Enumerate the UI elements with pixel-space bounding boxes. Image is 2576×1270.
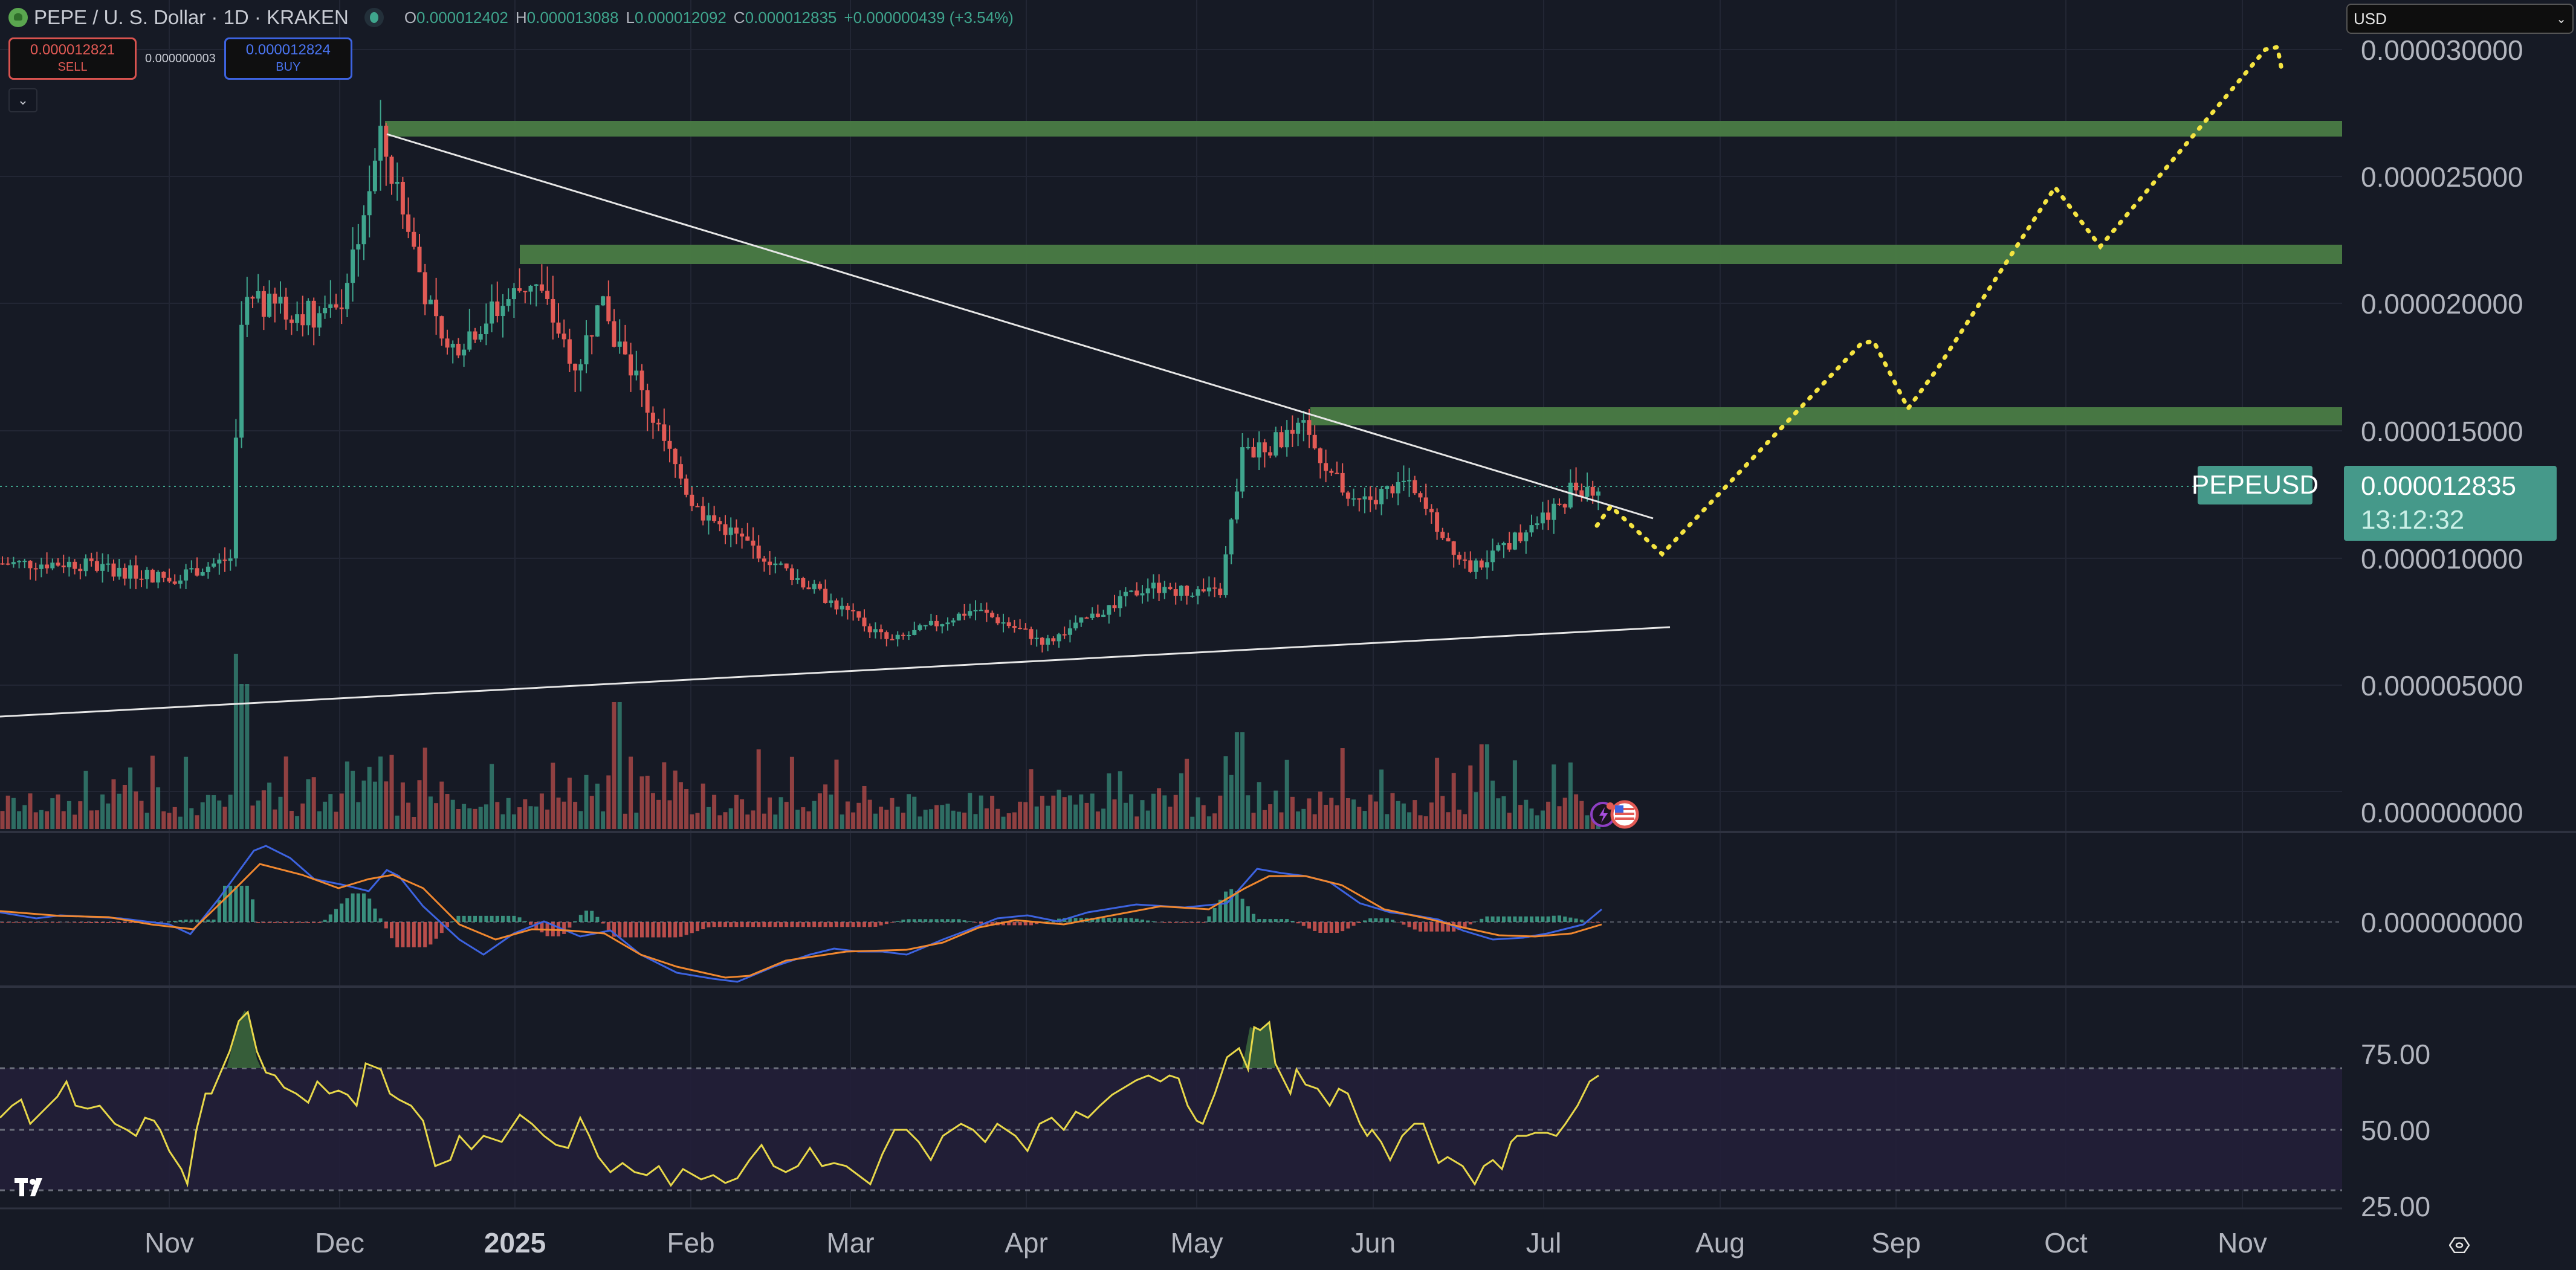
time-tick: Jun <box>1350 1227 1396 1259</box>
time-tick: May <box>1170 1227 1223 1259</box>
open-label: O <box>404 8 417 27</box>
time-tick: Feb <box>667 1227 715 1259</box>
buy-button[interactable]: 0.000012824 BUY <box>224 37 352 80</box>
zone-lower <box>1310 407 2342 425</box>
price-tick: 0.000025000 <box>2361 161 2523 193</box>
ascending-trendline[interactable] <box>0 626 1671 718</box>
price-tick: 0.000005000 <box>2361 670 2523 701</box>
high-value: 0.000013088 <box>526 8 619 27</box>
chevron-down-icon: ⌄ <box>2556 12 2566 26</box>
zone-top <box>385 121 2342 137</box>
descending-trendline[interactable] <box>386 133 1654 520</box>
buy-label: BUY <box>276 60 301 74</box>
open-value: 0.000012402 <box>416 8 508 27</box>
time-tick: Jul <box>1526 1227 1562 1259</box>
bar-countdown: 13:12:32 <box>2361 505 2465 535</box>
time-tick-year: 2025 <box>484 1227 546 1259</box>
trade-panel: 0.000012821 SELL 0.000000003 0.000012824… <box>8 37 352 80</box>
change-value: +0.000000439 (+3.54%) <box>844 8 1014 27</box>
time-tick: Nov <box>144 1227 194 1259</box>
symbol-header[interactable]: PEPE / U. S. Dollar · 1D · KRAKEN O0.000… <box>8 4 1014 31</box>
time-tick: Apr <box>1005 1227 1048 1259</box>
tradingview-logo-icon[interactable] <box>15 1178 50 1196</box>
last-price-tag: 0.000012835 13:12:32 <box>2344 466 2557 541</box>
rsi-line <box>0 1010 1599 1188</box>
time-tick: Mar <box>826 1227 875 1259</box>
time-tick: Sep <box>1871 1227 1921 1259</box>
time-tick: Aug <box>1695 1227 1745 1259</box>
macd-tick: 0.000000000 <box>2361 907 2523 938</box>
grid <box>0 0 2342 1208</box>
chart-settings-icon[interactable] <box>2448 1237 2470 1254</box>
low-value: 0.000012092 <box>634 8 727 27</box>
close-value: 0.000012835 <box>745 8 837 27</box>
time-tick: Dec <box>315 1227 364 1259</box>
rsi-tick: 75.00 <box>2361 1039 2431 1070</box>
time-tick: Nov <box>2218 1227 2267 1259</box>
time-tick: Oct <box>2044 1227 2088 1259</box>
symbol-title[interactable]: PEPE / U. S. Dollar · 1D · KRAKEN <box>34 6 349 28</box>
macd-histogram <box>1 886 1600 947</box>
low-label: L <box>626 8 635 27</box>
market-status-icon[interactable] <box>364 8 384 27</box>
spread-value: 0.000000003 <box>145 51 216 65</box>
chevron-down-icon: ⌄ <box>17 92 29 108</box>
sell-price: 0.000012821 <box>30 42 115 58</box>
volume-bars <box>0 654 1600 829</box>
candlesticks[interactable] <box>0 100 1600 653</box>
price-tick: 0.000010000 <box>2361 543 2523 575</box>
price-tick: 0.000020000 <box>2361 288 2523 320</box>
sell-button[interactable]: 0.000012821 SELL <box>8 37 137 80</box>
projection-path[interactable] <box>1594 44 2284 557</box>
collapse-legend-button[interactable]: ⌄ <box>8 88 37 112</box>
macd-signal-line <box>0 863 1602 979</box>
zone-middle <box>520 245 2342 264</box>
resistance-zones[interactable] <box>385 121 2342 425</box>
currency-select[interactable]: USD ⌄ <box>2346 4 2574 34</box>
macd-line <box>0 845 1602 983</box>
high-label: H <box>515 8 527 27</box>
symbol-price-tag: PEPEUSD <box>2192 466 2319 504</box>
rsi-tick: 50.00 <box>2361 1115 2431 1146</box>
pepe-logo-icon <box>8 8 28 27</box>
sell-label: SELL <box>57 60 88 74</box>
ohlc-legend: O0.000012402 H0.000013088 L0.000012092 C… <box>404 8 1014 27</box>
price-tick: 0.000000000 <box>2361 797 2523 828</box>
close-label: C <box>733 8 745 27</box>
price-tick: 0.000015000 <box>2361 416 2523 447</box>
currency-value: USD <box>2354 9 2387 28</box>
event-icons[interactable] <box>1590 800 1639 829</box>
rsi-tick: 25.00 <box>2361 1191 2431 1222</box>
rsi-overbought-fill <box>227 1010 261 1068</box>
price-tick: 0.000030000 <box>2361 34 2523 66</box>
last-price: 0.000012835 <box>2361 471 2516 501</box>
buy-price: 0.000012824 <box>245 42 331 58</box>
